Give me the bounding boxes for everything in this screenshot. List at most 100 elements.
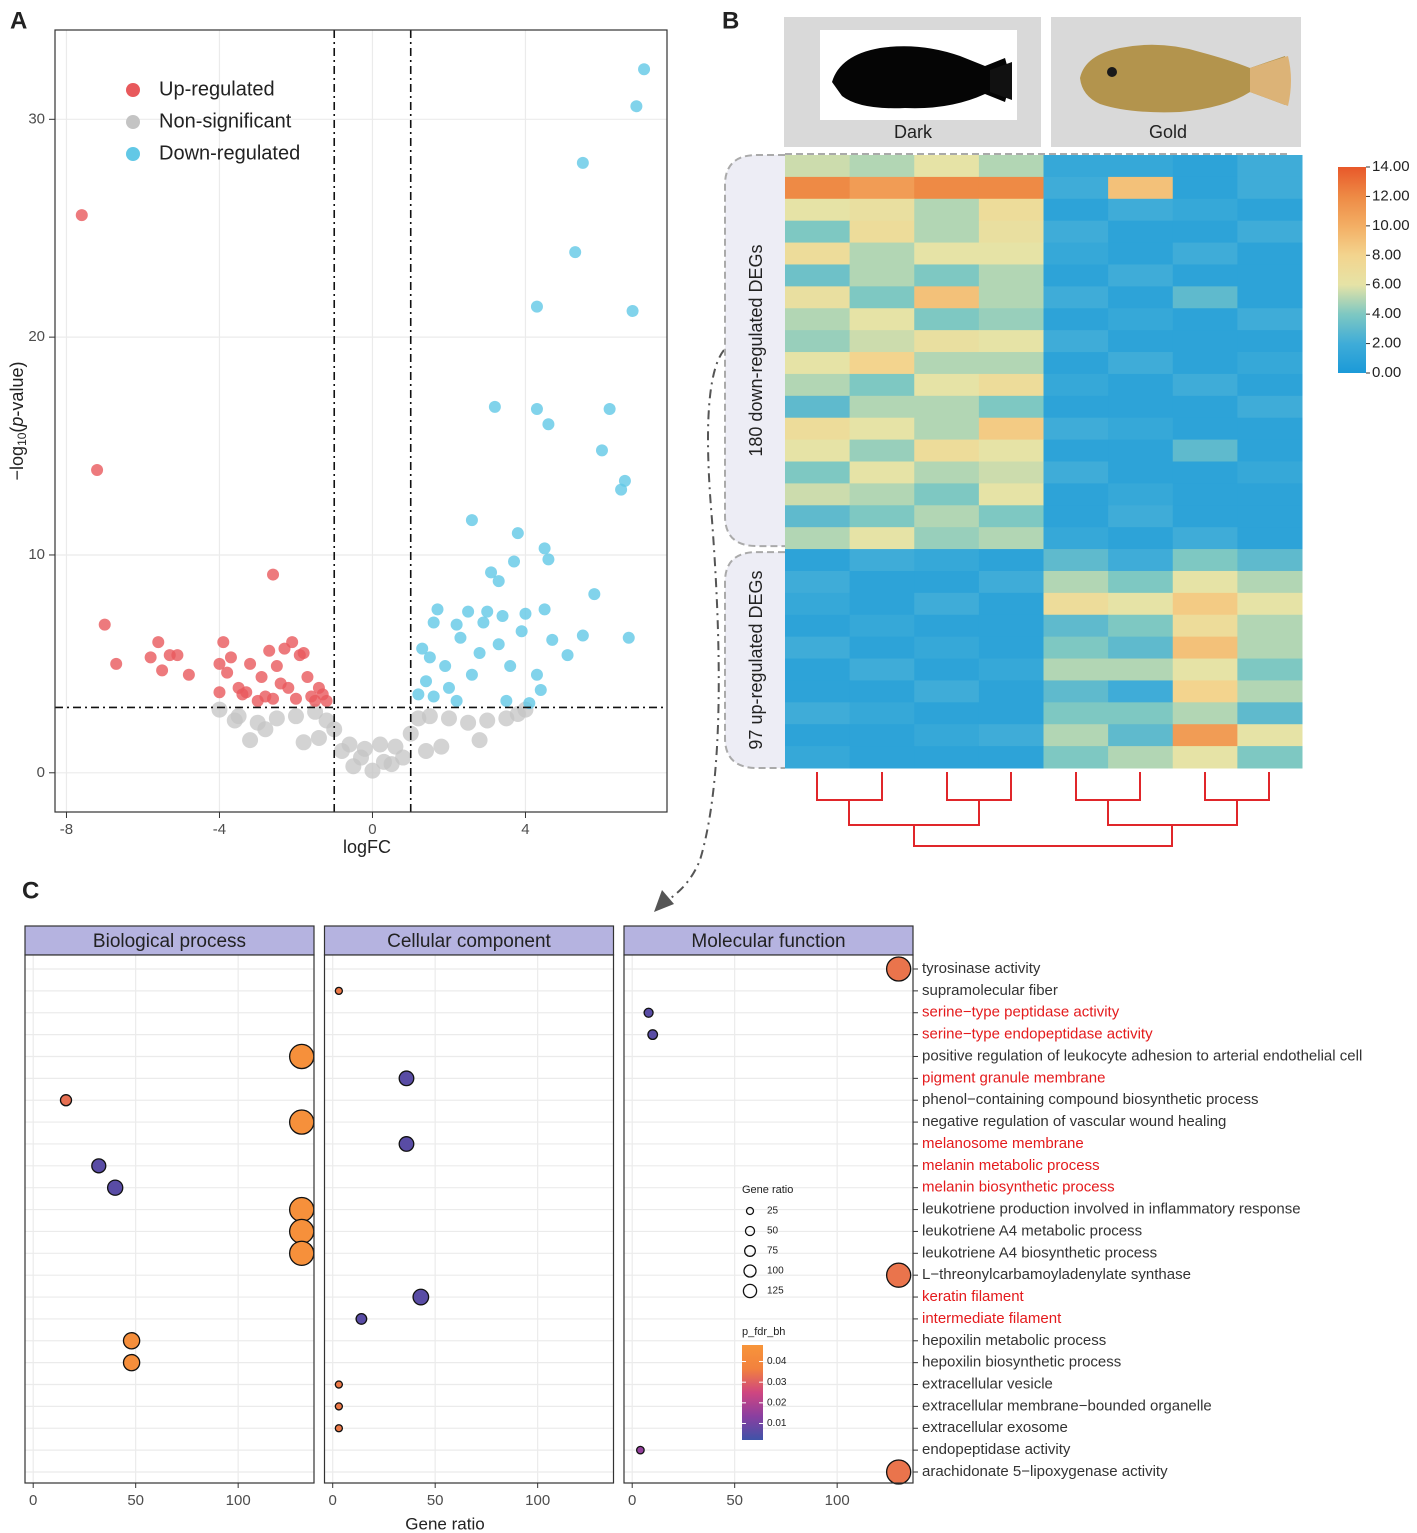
heat-cell: [785, 155, 851, 178]
heat-cell: [849, 286, 915, 309]
heat-cell: [785, 527, 851, 550]
term-label: pigment granule membrane: [922, 1069, 1105, 1086]
point: [418, 743, 435, 760]
dot: [635, 1445, 645, 1455]
point: [508, 555, 520, 568]
facet-panel: [324, 955, 614, 1483]
term-label: keratin filament: [922, 1288, 1025, 1305]
size-key-label: 75: [767, 1246, 779, 1257]
point: [420, 675, 433, 688]
dot: [288, 1043, 315, 1070]
point: [479, 712, 496, 729]
point: [318, 712, 335, 729]
heat-cell: [1108, 636, 1174, 660]
heat-cell: [1043, 395, 1109, 419]
heat-cell: [1108, 702, 1174, 725]
heat-cell: [1237, 527, 1303, 550]
link-arrow: [667, 349, 725, 901]
dot: [334, 1402, 344, 1411]
heat-cell: [1043, 461, 1109, 484]
heat-cell: [978, 746, 1044, 769]
point: [383, 756, 400, 773]
heat-cell: [849, 264, 915, 287]
point: [144, 651, 157, 664]
point: [251, 694, 264, 707]
facet-title: Cellular component: [387, 931, 551, 952]
point: [213, 657, 226, 670]
heat-cell: [1108, 242, 1174, 265]
point: [255, 670, 268, 683]
heat-cell: [1108, 352, 1174, 375]
heat-cell: [1108, 198, 1174, 222]
heat-cell: [785, 483, 851, 506]
heat-cell: [1108, 483, 1174, 506]
term-label: extracellular membrane−bounded organelle: [922, 1397, 1212, 1414]
heat-cell: [785, 592, 851, 616]
point: [224, 651, 237, 664]
heat-cell: [914, 724, 980, 747]
heat-cell: [978, 395, 1044, 419]
heat-cell: [914, 176, 980, 200]
heat-cell: [1108, 549, 1174, 572]
color-tick-label: 12.00: [1372, 187, 1410, 204]
point: [603, 403, 616, 416]
term-label: phenol−containing compound biosynthetic …: [922, 1091, 1258, 1108]
x-axis-label: logFC: [343, 837, 391, 857]
heat-cell: [978, 198, 1044, 222]
heat-cell: [978, 308, 1044, 331]
heat-cell: [849, 176, 915, 200]
column-group-label: Gold: [1149, 122, 1187, 142]
heat-cell: [1237, 373, 1303, 397]
heat-cell: [849, 636, 915, 660]
heat-cell: [1237, 549, 1303, 572]
heat-cell: [978, 417, 1044, 441]
heat-cell: [914, 308, 980, 331]
dot: [355, 1312, 368, 1325]
dot: [288, 1240, 315, 1267]
heat-cell: [1237, 264, 1303, 287]
heat-cell: [785, 746, 851, 769]
dot: [398, 1136, 415, 1152]
heat-cell: [785, 439, 851, 462]
heat-cell: [1108, 680, 1174, 703]
point: [211, 701, 228, 718]
point: [213, 686, 226, 699]
heat-cell: [1043, 680, 1109, 703]
heat-cell: [1172, 527, 1238, 550]
heat-cell: [849, 702, 915, 725]
term-label: negative regulation of vascular wound he…: [922, 1113, 1226, 1130]
heat-cell: [785, 176, 851, 200]
heat-cell: [914, 417, 980, 441]
dot: [288, 1109, 315, 1135]
arrow-head: [654, 890, 674, 912]
point: [345, 758, 362, 775]
color-tick-label: 8.00: [1372, 246, 1401, 263]
term-label: L−threonylcarbamoyladenylate synthase: [922, 1266, 1191, 1283]
point: [289, 692, 302, 705]
heat-cell: [849, 680, 915, 703]
point: [91, 464, 104, 477]
heat-cell: [1172, 592, 1238, 616]
point: [530, 300, 543, 313]
point: [454, 631, 467, 644]
heat-cell: [1172, 395, 1238, 419]
x-tick-label: 0: [29, 1492, 37, 1509]
heat-cell: [849, 308, 915, 331]
point: [427, 690, 440, 703]
point: [542, 418, 555, 431]
size-key: [742, 1283, 758, 1299]
heat-cell: [914, 658, 980, 681]
heat-cell: [1172, 352, 1238, 375]
term-label: leukotriene A4 metabolic process: [922, 1222, 1142, 1239]
heat-cell: [1043, 439, 1109, 462]
heat-cell: [1237, 505, 1303, 528]
heat-cell: [1108, 308, 1174, 331]
heat-cell: [978, 592, 1044, 616]
legend-title: Gene ratio: [742, 1184, 793, 1196]
heat-cell: [914, 286, 980, 309]
dot: [288, 1218, 315, 1245]
term-label: hepoxilin biosynthetic process: [922, 1354, 1121, 1371]
heat-cell: [978, 527, 1044, 550]
heat-cell: [1043, 220, 1109, 244]
heat-cell: [849, 746, 915, 769]
